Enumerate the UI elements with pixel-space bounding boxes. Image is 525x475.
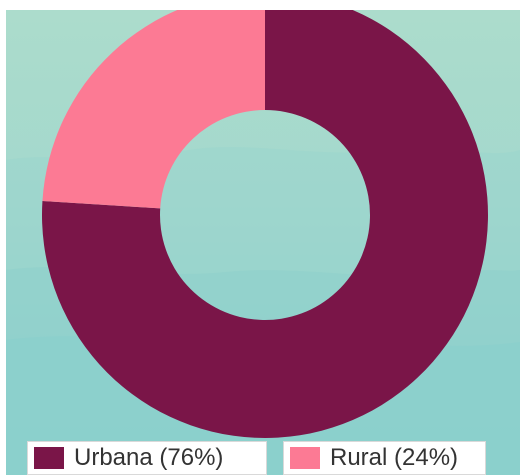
legend-label-urbana: Urbana (76%): [74, 444, 224, 471]
legend-swatch-rural: [290, 447, 320, 469]
legend-swatch-urbana: [34, 447, 64, 469]
chart-legend: Urbana (76%) Rural (24%): [27, 441, 486, 475]
donut-plot: [42, 10, 488, 438]
donut-slice-rural[interactable]: [42, 10, 265, 209]
donut-chart: [6, 10, 520, 475]
donut-slice-urbana[interactable]: [42, 10, 488, 438]
legend-item-urbana[interactable]: Urbana (76%): [27, 441, 267, 475]
legend-label-rural: Rural (24%): [330, 444, 459, 471]
legend-item-rural[interactable]: Rural (24%): [283, 441, 486, 475]
